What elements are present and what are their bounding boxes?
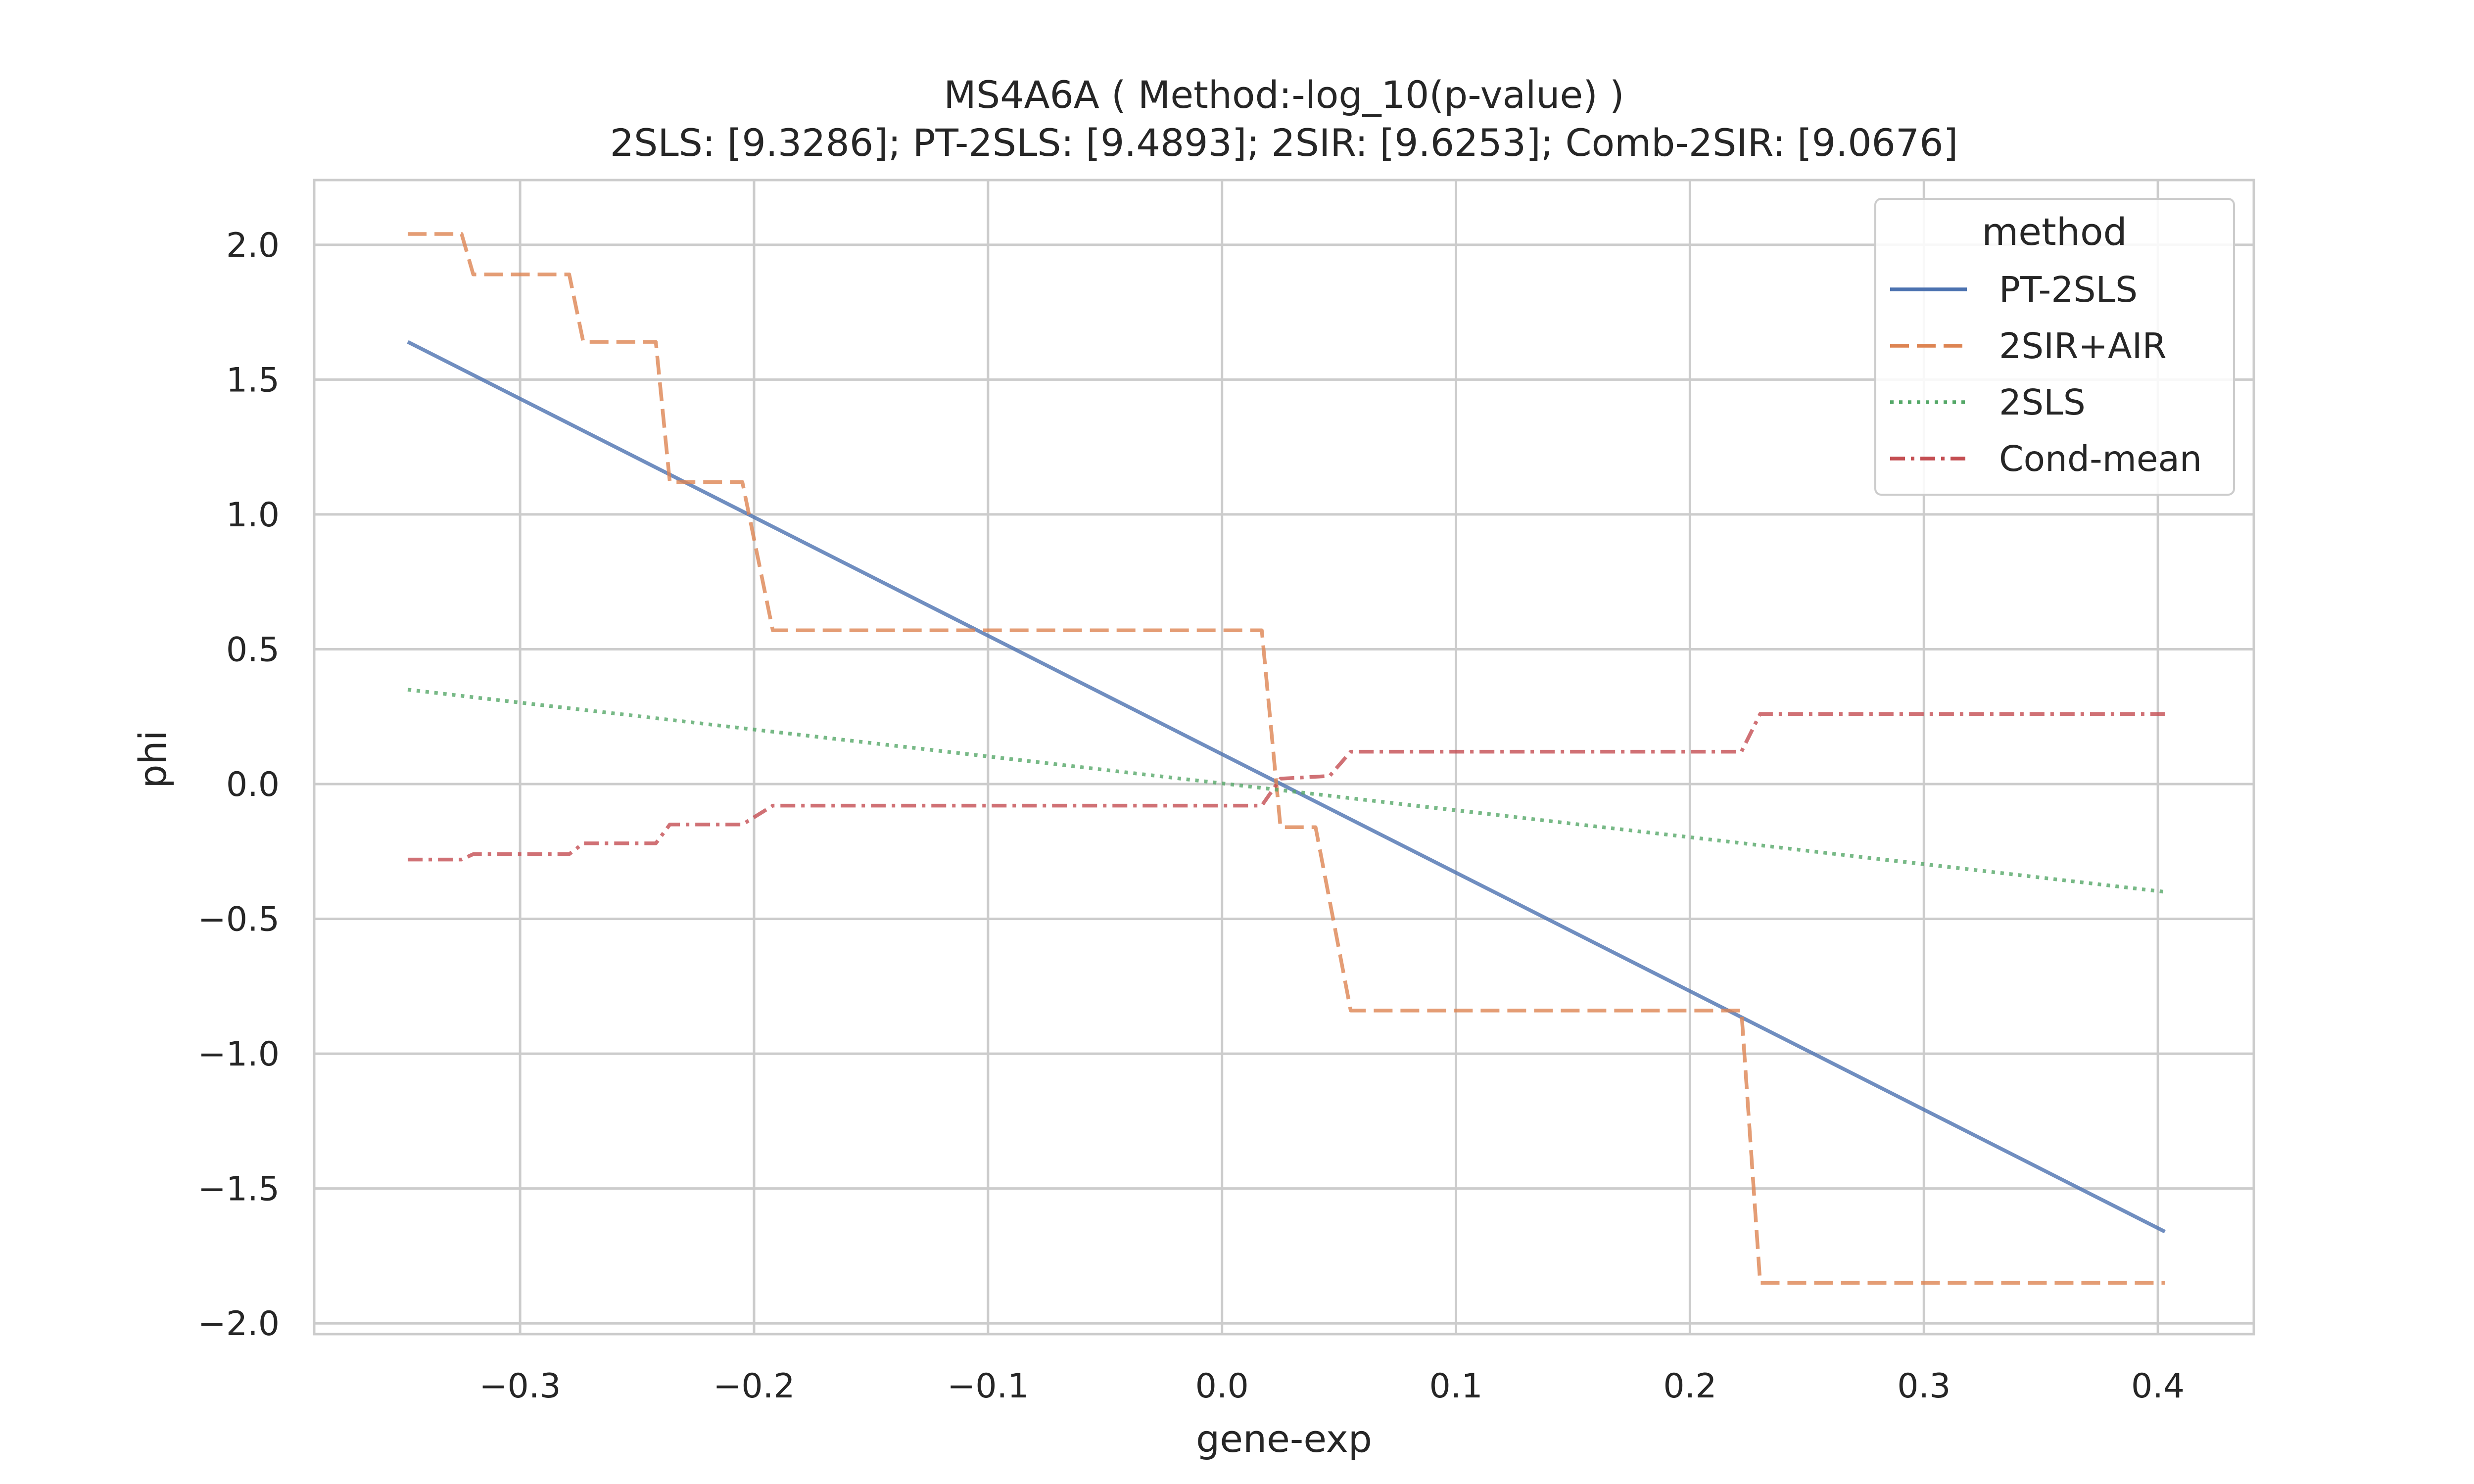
chart-subtitle: 2SLS: [9.3286]; PT-2SLS: [9.4893]; 2SIR:…	[610, 121, 1958, 165]
x-axis-label: gene-exp	[1196, 1417, 1372, 1461]
y-tick-label: −2.0	[198, 1304, 280, 1344]
y-tick-label: −0.5	[198, 900, 280, 939]
x-tick-label: 0.0	[1195, 1367, 1249, 1406]
legend: method PT-2SLS 2SIR+AIR 2SLS Cond-mean	[1874, 198, 2235, 496]
x-axis-ticks: −0.3 −0.2 −0.1 0.0 0.1 0.2 0.3 0.4	[479, 1367, 2185, 1406]
legend-label: 2SLS	[1999, 382, 2086, 423]
plot-frame	[313, 179, 2255, 1336]
series-line-2sir-air	[408, 232, 2165, 1285]
legend-box	[1874, 198, 2235, 496]
x-tick-label: 0.1	[1429, 1367, 1482, 1406]
series-line-cond-mean	[408, 712, 2165, 862]
legend-label: PT-2SLS	[1999, 269, 2138, 310]
x-tick-label: −0.3	[479, 1367, 561, 1406]
x-tick-label: 0.4	[2131, 1367, 2185, 1406]
y-axis-ticks: 2.0 1.5 1.0 0.5 0.0 −0.5 −1.0 −1.5 −2.0	[198, 226, 280, 1344]
grid	[314, 180, 2254, 1334]
y-tick-label: 1.5	[226, 361, 280, 400]
y-tick-label: 0.5	[226, 630, 280, 669]
legend-items: PT-2SLS 2SIR+AIR 2SLS Cond-mean	[1890, 269, 2202, 479]
chart-title: MS4A6A ( Method:-log_10(p-value) )	[944, 73, 1624, 117]
series-line-pt-2sls	[407, 340, 2166, 1234]
y-tick-label: −1.5	[198, 1170, 280, 1209]
y-tick-label: 2.0	[226, 226, 280, 265]
series-line-2sls	[407, 688, 2165, 894]
series-layer	[407, 232, 2166, 1285]
x-tick-label: 0.2	[1663, 1367, 1716, 1406]
y-tick-label: −1.0	[198, 1035, 280, 1074]
legend-label: Cond-mean	[1999, 438, 2202, 479]
y-tick-label: 1.0	[226, 496, 280, 535]
legend-title: method	[1982, 210, 2127, 254]
x-tick-label: 0.3	[1897, 1367, 1951, 1406]
y-tick-label: 0.0	[226, 765, 280, 804]
x-tick-label: −0.2	[713, 1367, 795, 1406]
legend-label: 2SIR+AIR	[1999, 325, 2167, 367]
x-tick-label: −0.1	[947, 1367, 1029, 1406]
y-axis-label: phi	[131, 730, 175, 788]
